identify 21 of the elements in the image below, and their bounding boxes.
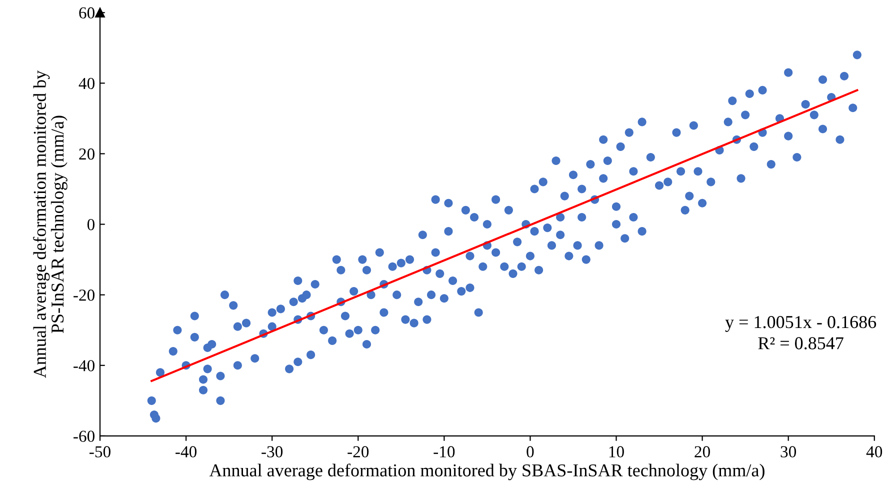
annotation: y = 1.0051x - 0.1686 (725, 316, 876, 332)
x-tick-label: 20 (694, 446, 710, 458)
y-tick-label: 40 (78, 78, 95, 90)
y-tick-label: 60 (79, 7, 95, 19)
x-tick-label: -30 (262, 446, 283, 458)
y-axis-title: Annual average deformation monitored by PS-InSAR technology (mm/a) (33, 70, 68, 378)
x-tick-label: -10 (434, 446, 455, 458)
y-tick-label: 0 (87, 218, 95, 230)
x-tick-label: -50 (90, 446, 110, 458)
y-tick-label: -60 (74, 430, 95, 442)
x-tick-label: 0 (526, 446, 534, 458)
y-tick-label: 20 (79, 148, 95, 160)
x-tick-label: -20 (348, 446, 369, 458)
x-axis-title: Annual average deformation monitored by SBAS-InSAR technology (mm/a) (209, 464, 764, 480)
x-tick-label: 40 (866, 446, 882, 458)
y-tick-label: -20 (74, 290, 95, 301)
x-tick-label: -40 (176, 446, 197, 458)
x-tick-label: 10 (609, 446, 624, 458)
x-tick-label: 30 (780, 446, 796, 458)
annotation: R² = 0.8547 (758, 337, 844, 350)
y-tick-label: -40 (74, 360, 95, 372)
